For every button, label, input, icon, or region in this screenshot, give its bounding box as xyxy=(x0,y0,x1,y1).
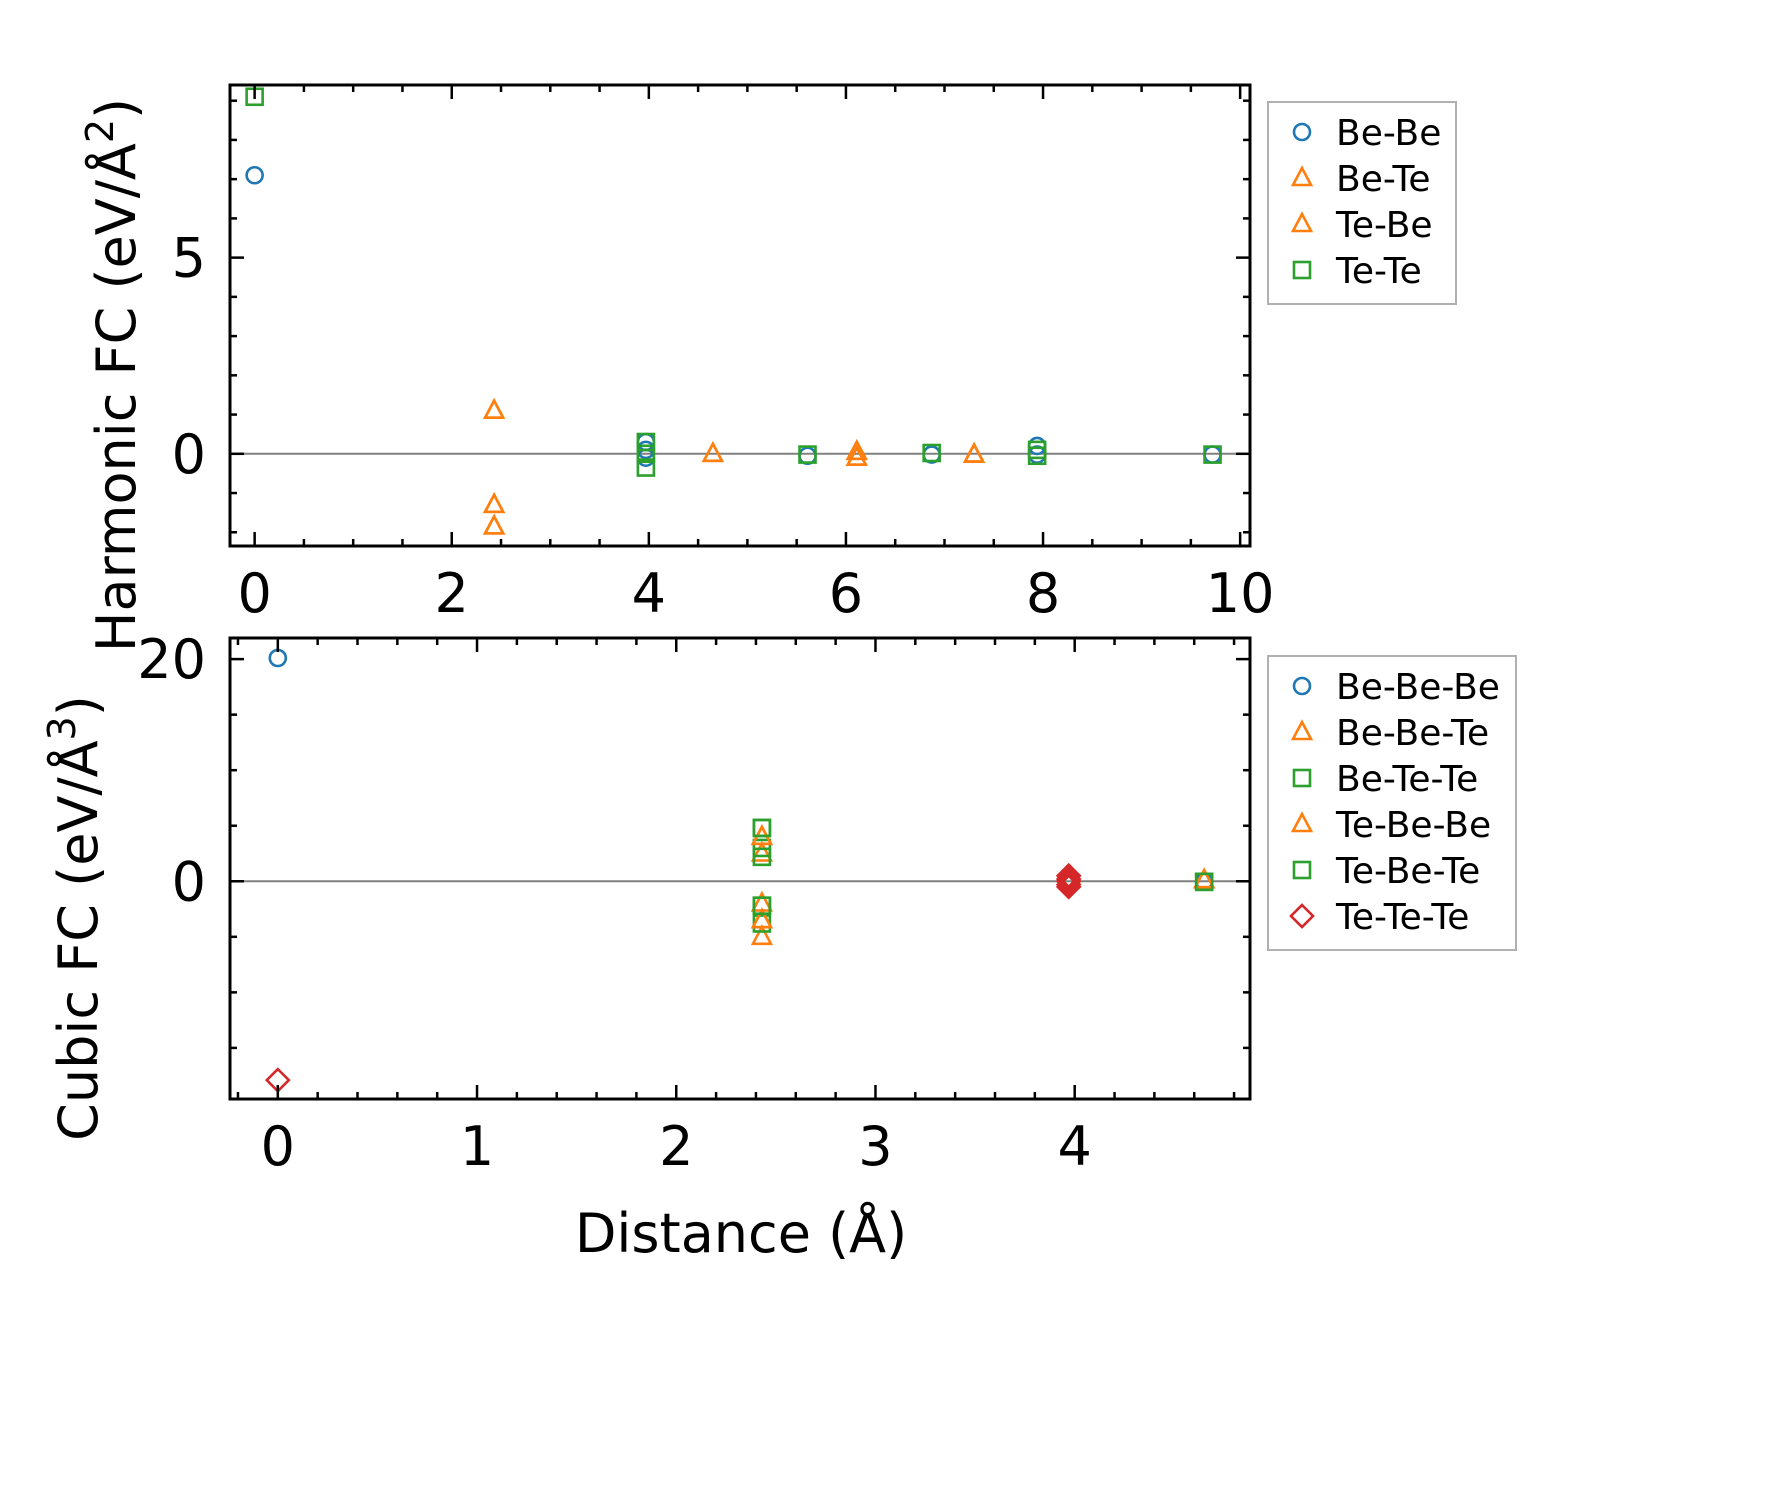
data-point-te-be-be xyxy=(750,907,774,929)
data-point-te-be-be xyxy=(1193,867,1216,889)
data-point-te-te xyxy=(798,445,817,464)
x-tick-label: 2 xyxy=(435,562,469,625)
data-point-be-te-te xyxy=(752,847,772,867)
cubic-x-tick-labels: 0 1 2 3 4 xyxy=(261,1115,1092,1178)
x-tick-label: 4 xyxy=(632,562,666,625)
legend-label: Be-Be xyxy=(1336,113,1441,154)
legend-label: Te-Te xyxy=(1335,251,1422,292)
legend-marker-te-be-te xyxy=(1292,860,1312,880)
data-point-te-be xyxy=(482,513,506,535)
cubic-y-axis-label: Cubic FC (eV/Å3) xyxy=(40,695,110,1141)
legend-marker-te-te xyxy=(1292,260,1312,280)
y-tick-label: 5 xyxy=(172,227,206,290)
data-point-te-be xyxy=(482,492,506,514)
data-point-te-be xyxy=(962,441,986,463)
data-point-be-be-te xyxy=(750,840,774,862)
legend-label: Be-Be-Te xyxy=(1336,713,1489,754)
x-tick-label: 0 xyxy=(261,1115,295,1178)
legend-marker-be-te-te xyxy=(1292,768,1312,788)
data-point-te-te-te xyxy=(1055,871,1082,898)
x-tick-label: 1 xyxy=(460,1115,494,1178)
data-point-te-be xyxy=(482,397,506,419)
harmonic-x-tick-labels: 0 2 4 6 8 10 xyxy=(237,562,1274,625)
data-point-te-be xyxy=(845,444,868,467)
data-point-te-te-te xyxy=(1055,862,1082,889)
legend-label: Te-Be-Be xyxy=(1335,805,1491,846)
legend-label: Be-Te-Te xyxy=(1336,759,1478,800)
legend-marker-be-te xyxy=(1290,165,1314,187)
x-tick-label: 2 xyxy=(659,1115,693,1178)
data-point-te-te-te xyxy=(1055,866,1082,892)
data-point-te-te-te xyxy=(1055,868,1082,895)
legend-label: Te-Be xyxy=(1335,205,1433,246)
x-tick-label: 10 xyxy=(1206,562,1275,625)
x-tick-label: 4 xyxy=(1058,1115,1092,1178)
data-point-te-be-te xyxy=(752,896,772,916)
harmonic-y-tick-labels: 05 xyxy=(172,227,206,486)
data-point-te-te xyxy=(1203,445,1222,464)
data-point-te-be xyxy=(845,439,868,461)
x-axis-label: Distance (Å) xyxy=(575,1201,907,1265)
harmonic-y-axis-label: Harmonic FC (eV/Å2) xyxy=(78,98,148,652)
legend-marker-be-be-te xyxy=(1290,719,1314,741)
harmonic-data-points xyxy=(245,87,1222,535)
x-tick-label: 3 xyxy=(858,1115,892,1178)
x-tick-label: 6 xyxy=(829,562,863,625)
cubic-y-tick-labels: 0 20 xyxy=(137,628,206,913)
harmonic-axes-frame xyxy=(228,83,1252,548)
data-point-be-be-te xyxy=(750,924,774,946)
x-tick-label: 8 xyxy=(1026,562,1060,625)
data-point-te-be-te xyxy=(1194,872,1214,892)
data-point-te-te-te xyxy=(1055,873,1082,900)
legend-label: Be-Te xyxy=(1336,159,1431,200)
data-point-te-te xyxy=(636,432,656,452)
legend-label: Te-Te-Te xyxy=(1335,897,1469,938)
cubic-legend: Be-Be-Be Be-Be-Te Be-Te-Te Te-Be-Be Te-Be-Te… xyxy=(1267,655,1517,951)
data-point-te-te xyxy=(636,444,656,464)
data-point-be-be xyxy=(245,165,264,185)
legend-marker-te-be xyxy=(1290,211,1314,233)
y-tick-label: 20 xyxy=(137,628,206,691)
legend-label: Te-Be-Te xyxy=(1335,851,1480,892)
legend-marker-be-be-be xyxy=(1292,676,1312,696)
data-point-te-te xyxy=(922,443,941,463)
harmonic-fc-panel: 0 2 4 6 8 10 05 Harmonic FC (eV/Å2) Be-BeBe-T… xyxy=(78,83,1457,652)
data-point-te-be xyxy=(701,441,725,463)
cubic-data-points xyxy=(264,648,1216,1093)
legend-frame xyxy=(1267,655,1517,951)
legend-frame xyxy=(1267,101,1457,305)
data-point-te-be-te xyxy=(752,818,772,838)
data-point-te-te xyxy=(636,458,656,477)
legend-marker-te-te-te xyxy=(1289,903,1315,929)
harmonic-legend: Be-Be Be-Te Te-Be Te-Te xyxy=(1267,101,1457,305)
harmonic-ticks xyxy=(230,85,1250,546)
y-tick-label: 0 xyxy=(172,423,206,486)
legend-marker-be-be xyxy=(1292,122,1312,142)
cubic-axes-frame xyxy=(228,636,1252,1101)
legend-label: Be-Be-Be xyxy=(1336,667,1500,708)
legend-marker-te-be-be xyxy=(1290,811,1314,833)
cubic-ticks xyxy=(230,638,1250,1099)
x-tick-label: 0 xyxy=(237,562,271,625)
data-point-te-te xyxy=(1027,440,1047,460)
y-tick-label: 0 xyxy=(172,850,206,913)
